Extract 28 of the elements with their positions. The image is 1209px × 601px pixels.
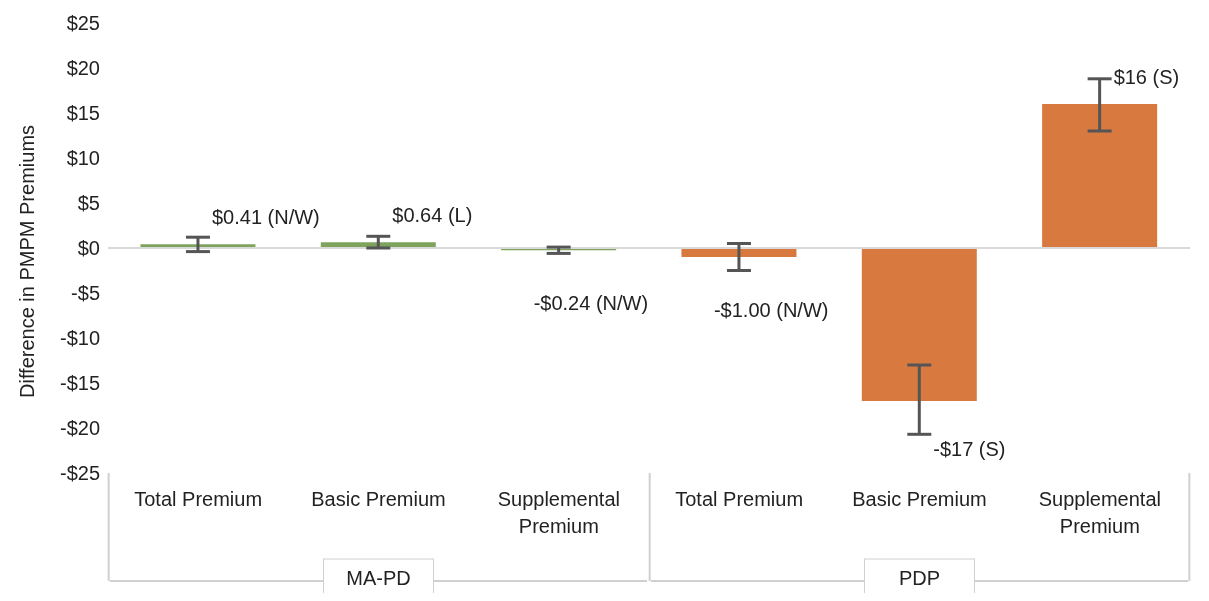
x-tick-label: Supplemental Premium (497, 488, 620, 537)
y-tick-label: -$10 (59, 327, 100, 350)
x-tick-label: Basic Premium (852, 488, 987, 510)
x-tick-label: Total Premium (134, 488, 263, 510)
data-label: $16 (S) (1113, 66, 1180, 88)
data-label: -$0.24 (N/W) (533, 292, 649, 315)
y-tick-label: $25 (66, 12, 100, 35)
y-tick-label: $0 (77, 237, 100, 260)
y-tick-label: $15 (66, 102, 100, 125)
y-tick-label: -$20 (59, 417, 100, 440)
y-tick-label: $10 (66, 147, 100, 170)
data-label: -$1.00 (N/W) (713, 299, 829, 321)
y-axis-title: Difference in PMPM Premiums (16, 124, 39, 398)
y-tick-label: -$25 (59, 462, 100, 485)
data-label: $0.41 (N/W) (211, 206, 320, 229)
data-label: -$17 (S) (933, 438, 1006, 460)
y-tick-label: -$5 (71, 282, 100, 305)
x-tick-label: Basic Premium (311, 488, 446, 510)
text: PDP (898, 567, 941, 589)
y-tick-label: $20 (66, 57, 100, 80)
bar (861, 248, 977, 401)
x-tick-label: Total Premium (675, 488, 804, 510)
y-tick-label: -$15 (59, 372, 100, 395)
data-label: $0.64 (L) (392, 204, 473, 227)
x-tick-label: Supplemental Premium (1038, 488, 1161, 537)
y-tick-label: $5 (77, 192, 100, 215)
bar (1042, 104, 1158, 248)
text: MA-PD (346, 567, 411, 589)
